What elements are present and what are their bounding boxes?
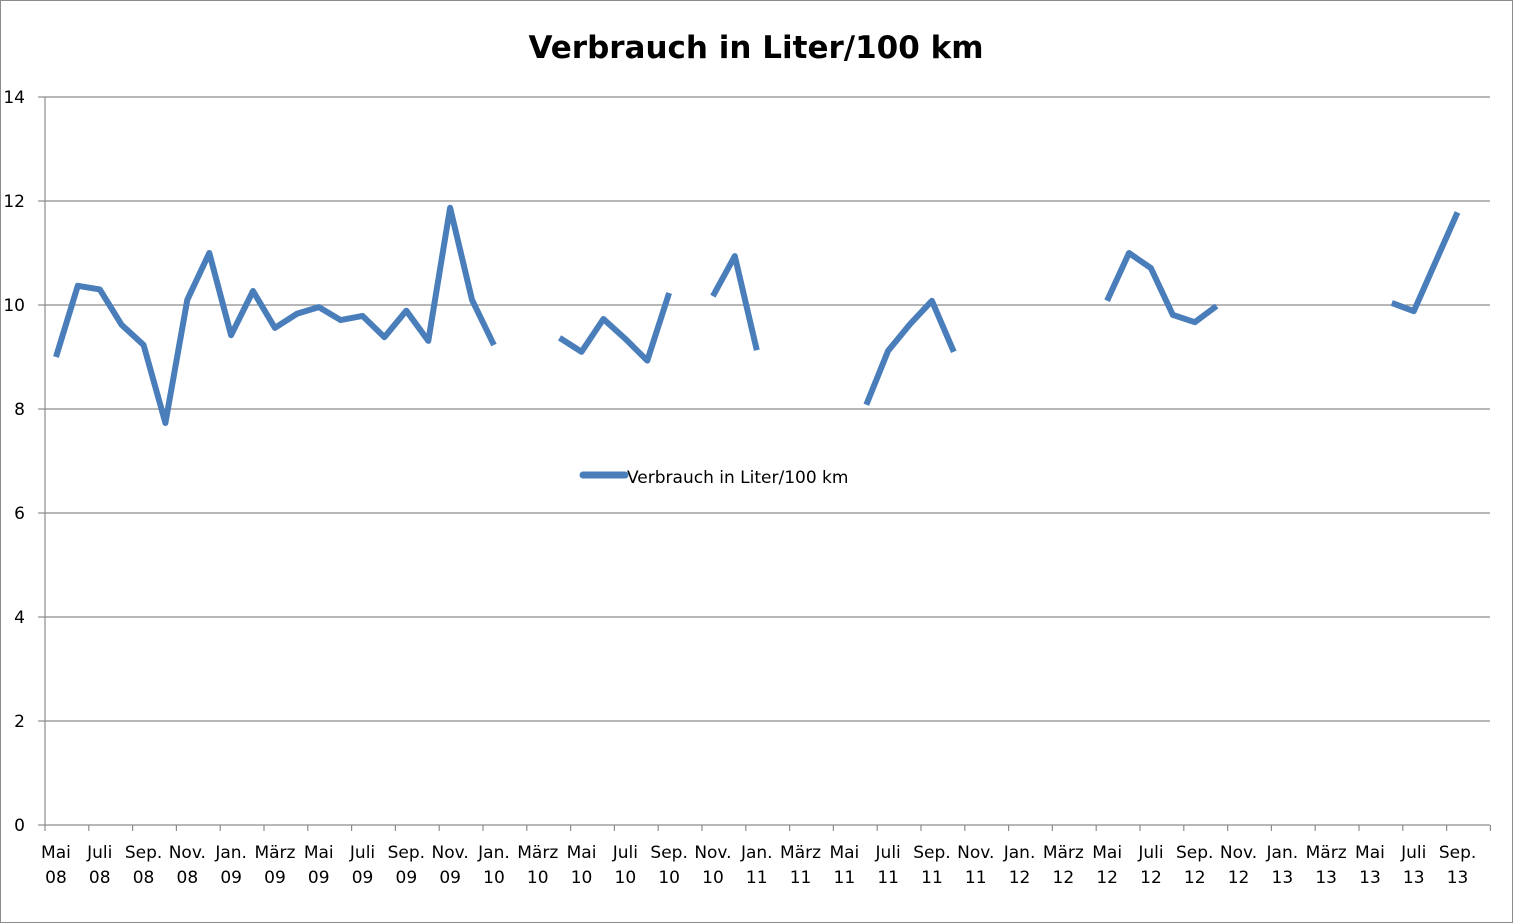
x-tick-label-month: Sep. [1439,843,1476,863]
x-tick-label-year: 09 [352,868,374,888]
x-tick-label-year: 13 [1272,868,1294,888]
x-tick-label-month: Mai [829,843,859,863]
x-tick-label-year: 13 [1315,868,1337,888]
x-tick-label-year: 12 [1053,868,1075,888]
y-tick-label: 0 [14,816,25,836]
x-tick-label-year: 10 [571,868,593,888]
x-tick-label-month: Juli [1137,843,1163,863]
x-tick-label-month: Mai [304,843,334,863]
chart-title: Verbrauch in Liter/100 km [528,30,983,66]
legend: Verbrauch in Liter/100 km [579,468,848,488]
x-tick-label-year: 11 [834,868,856,888]
y-tick-label: 2 [14,712,25,732]
x-tick-label-year: 08 [177,868,199,888]
x-axis: Mai 08 Juli 08 Sep. 08 Nov. 08 Jan. 09 März 09 Mai 09… [41,824,1492,888]
x-tick-label-year: 09 [308,868,330,888]
x-tick-label-month: Jan. [477,843,510,863]
x-tick-label-month: Jan. [1266,843,1299,863]
series-line-segment [557,292,672,364]
x-tick-label-year: 12 [1009,868,1031,888]
x-tick-label-year: 09 [396,868,418,888]
x-tick-label-month: Juli [612,843,638,863]
x-tick-label-month: Nov. [694,843,731,863]
x-tick-label-year: 13 [1403,868,1425,888]
x-tick-label-month: Sep. [388,843,425,863]
y-tick-label: 14 [3,88,25,108]
x-tick-label-month: Sep. [1176,843,1213,863]
x-tick-label-year: 12 [1184,868,1206,888]
y-tick-label: 4 [14,608,25,628]
x-tick-label-month: Juli [86,843,112,863]
series-verbrauch [53,204,1461,426]
legend-label: Verbrauch in Liter/100 km [627,468,848,488]
x-tick-label-month: März [1306,843,1347,863]
y-tick-label: 6 [14,504,25,524]
series-line-segment [1390,211,1461,315]
x-tick-label-month: Jan. [214,843,247,863]
x-tick-label-year: 11 [965,868,987,888]
x-tick-label-year: 13 [1359,868,1381,888]
x-tick-label-month: Mai [41,843,71,863]
x-tick-label-month: Jan. [1003,843,1036,863]
x-tick-label-month: Jan. [740,843,773,863]
x-tick-label-month: März [1043,843,1084,863]
x-tick-label-month: Mai [1092,843,1122,863]
x-tick-label-year: 11 [746,868,768,888]
x-tick-label-year: 11 [790,868,812,888]
x-tick-label-month: Sep. [650,843,687,863]
x-tick-label-year: 08 [89,868,111,888]
x-tick-label-year: 08 [133,868,155,888]
x-tick-label-year: 08 [45,868,67,888]
x-tick-label-year: 12 [1140,868,1162,888]
x-tick-label-month: Nov. [1220,843,1257,863]
x-tick-label-year: 13 [1447,868,1469,888]
x-tick-label-month: Sep. [913,843,950,863]
x-tick-label-year: 11 [877,868,899,888]
series-line-segment [53,204,497,426]
y-tick-label: 10 [3,296,25,316]
x-tick-label-year: 09 [220,868,242,888]
x-tick-label-year: 10 [615,868,637,888]
x-tick-label-month: Juli [1400,843,1426,863]
x-tick-label-year: 10 [702,868,724,888]
series-line-segment [710,253,760,351]
x-tick-label-month: Juli [349,843,375,863]
x-tick-label-year: 12 [1096,868,1118,888]
x-tick-label-month: März [254,843,295,863]
x-tick-label-month: Nov. [957,843,994,863]
x-tick-label-month: Mai [1355,843,1385,863]
y-tick-label: 12 [3,192,25,212]
x-tick-label-month: Sep. [125,843,162,863]
y-axis: 0 2 4 6 8 10 12 14 [3,88,46,836]
x-tick-label-month: Juli [875,843,901,863]
x-tick-label-month: März [517,843,558,863]
x-tick-label-month: März [780,843,821,863]
y-tick-label: 8 [14,400,25,420]
x-tick-label-year: 09 [264,868,286,888]
gridlines [45,96,1490,722]
x-tick-label-year: 10 [527,868,549,888]
x-tick-label-year: 10 [483,868,505,888]
series-line-segment [1104,250,1219,326]
x-tick-label-year: 09 [439,868,461,888]
x-tick-label-month: Mai [567,843,597,863]
x-tick-label-month: Nov. [169,843,206,863]
x-tick-label-year: 11 [921,868,943,888]
x-tick-label-month: Nov. [432,843,469,863]
x-tick-label-year: 12 [1228,868,1250,888]
series-line-segment [863,297,957,406]
x-tick-label-year: 10 [658,868,680,888]
